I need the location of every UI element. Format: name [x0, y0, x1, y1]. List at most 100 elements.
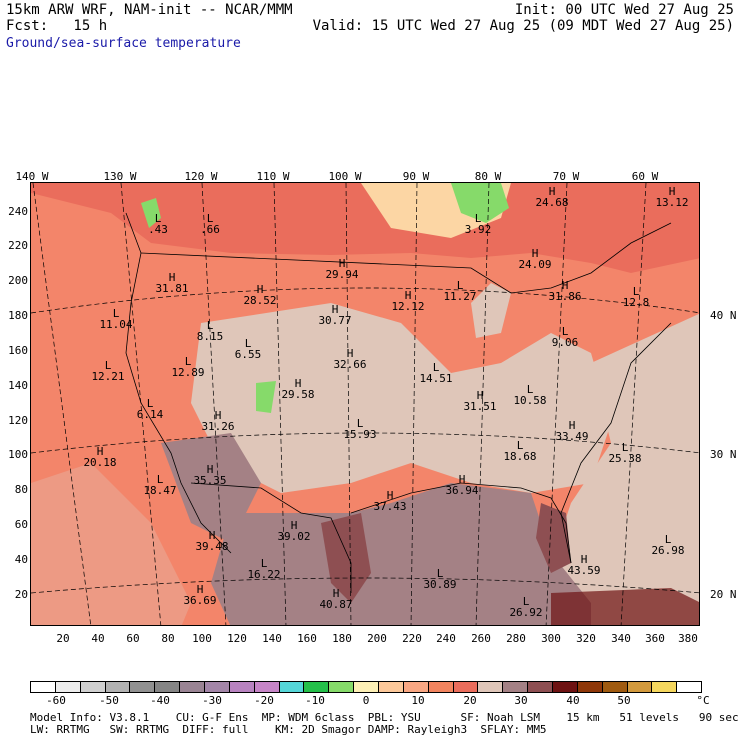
- colorbar-swatch: [254, 682, 280, 692]
- colorbar-swatch: [229, 682, 255, 692]
- map-extremum-label: L 12.21: [91, 359, 125, 383]
- field-name: Ground/sea-surface temperature: [6, 36, 241, 51]
- map-extremum-label: L 12.89: [171, 355, 205, 379]
- y-tick-label: 60: [14, 518, 28, 531]
- x-tick-label: 100: [192, 632, 212, 645]
- x-tick-label: 80: [161, 632, 175, 645]
- map-extremum-label: H 32.66: [333, 347, 367, 371]
- map-extremum-label: L 6.14: [136, 397, 164, 421]
- map-extremum-label: H 24.68: [535, 185, 569, 209]
- valid-time: Valid: 15 UTC Wed 27 Aug 25 (09 MDT Wed …: [312, 18, 734, 34]
- lon-label: 100 W: [328, 170, 362, 183]
- lon-label: 120 W: [184, 170, 218, 183]
- colorbar-swatch: [304, 682, 330, 692]
- map-extremum-label: L 15.93: [343, 417, 377, 441]
- colorbar-label: 50: [617, 694, 631, 707]
- colorbar-swatch: [130, 682, 156, 692]
- x-tick-label: 160: [297, 632, 317, 645]
- map-extremum-label: L 26.92: [509, 595, 543, 619]
- x-tick-label: 40: [91, 632, 105, 645]
- x-tick-label: 20: [56, 632, 70, 645]
- map-extremum-label: H 35.35: [193, 463, 227, 487]
- colorbar-label: -20: [254, 694, 274, 707]
- map-extremum-label: H 30.77: [318, 303, 352, 327]
- colorbar-swatch: [180, 682, 206, 692]
- map-extremum-label: L .43: [148, 212, 168, 236]
- y-tick-label: 80: [14, 483, 28, 496]
- map-extremum-label: L 18.68: [503, 439, 537, 463]
- colorbar-label: -60: [46, 694, 66, 707]
- lon-label: 70 W: [552, 170, 580, 183]
- map-extremum-label: H 40.87: [319, 587, 353, 611]
- map-extremum-label: H 31.26: [201, 409, 235, 433]
- colorbar-swatch: [205, 682, 230, 692]
- lon-label: 140 W: [15, 170, 49, 183]
- colorbar-swatch: [627, 682, 653, 692]
- map-extremum-label: L 12.8: [622, 285, 650, 309]
- colorbar-label: -30: [202, 694, 222, 707]
- map-extremum-label: L 18.47: [143, 473, 177, 497]
- lat-label: 30 N: [710, 448, 737, 461]
- model-info-line2: LW: RRTMG SW: RRTMG DIFF: full KM: 2D Sm…: [30, 723, 547, 736]
- lon-label: 60 W: [631, 170, 659, 183]
- map-extremum-label: H 39.48: [195, 529, 229, 553]
- x-tick-label: 220: [402, 632, 422, 645]
- map-extremum-label: L .66: [200, 212, 220, 236]
- lon-label: 110 W: [256, 170, 290, 183]
- colorbar-swatch: [354, 682, 380, 692]
- colorbar-swatch: [403, 682, 429, 692]
- colorbar-swatch: [329, 682, 355, 692]
- temperature-map: [30, 182, 700, 626]
- lat-label: 20 N: [710, 588, 737, 601]
- y-tick-label: 140: [8, 379, 28, 392]
- colorbar-swatch: [428, 682, 454, 692]
- y-tick-label: 220: [8, 239, 28, 252]
- model-info-line1: Model Info: V3.8.1 CU: G-F Ens MP: WDM 6…: [30, 711, 739, 724]
- map-extremum-label: H 24.09: [518, 247, 552, 271]
- map-extremum-label: H 12.12: [391, 289, 425, 313]
- map-extremum-label: H 28.52: [243, 283, 277, 307]
- lon-label: 90 W: [402, 170, 430, 183]
- x-tick-label: 260: [471, 632, 491, 645]
- init-time: Init: 00 UTC Wed 27 Aug 25: [514, 2, 734, 18]
- lat-label: 40 N: [710, 309, 737, 322]
- colorbar-unit: °C: [696, 694, 710, 707]
- x-tick-label: 180: [332, 632, 352, 645]
- x-tick-label: 200: [367, 632, 387, 645]
- y-tick-label: 160: [8, 344, 28, 357]
- map-extremum-label: H 39.02: [277, 519, 311, 543]
- colorbar-swatch: [453, 682, 479, 692]
- map-extremum-label: L 11.04: [99, 307, 133, 331]
- map-extremum-label: H 31.81: [155, 271, 189, 295]
- x-tick-label: 320: [576, 632, 596, 645]
- y-tick-label: 100: [8, 448, 28, 461]
- x-tick-label: 280: [506, 632, 526, 645]
- colorbar-label: 30: [514, 694, 528, 707]
- x-tick-label: 360: [645, 632, 665, 645]
- colorbar-label: -40: [150, 694, 170, 707]
- x-tick-label: 140: [262, 632, 282, 645]
- x-tick-label: 380: [678, 632, 698, 645]
- map-extremum-label: L 26.98: [651, 533, 685, 557]
- map-extremum-label: L 14.51: [419, 361, 453, 385]
- colorbar-swatch: [31, 682, 56, 692]
- lon-label: 130 W: [103, 170, 137, 183]
- map-extremum-label: H 37.43: [373, 489, 407, 513]
- y-tick-label: 120: [8, 414, 28, 427]
- colorbar-swatch: [652, 682, 678, 692]
- y-tick-label: 180: [8, 309, 28, 322]
- colorbar-swatch: [379, 682, 404, 692]
- colorbar-label: 10: [411, 694, 425, 707]
- x-tick-label: 300: [541, 632, 561, 645]
- colorbar-swatch: [577, 682, 603, 692]
- colorbar-swatch: [528, 682, 554, 692]
- map-extremum-label: H 20.18: [83, 445, 117, 469]
- y-tick-label: 200: [8, 274, 28, 287]
- colorbar-swatch: [105, 682, 131, 692]
- map-extremum-label: L 30.89: [423, 567, 457, 591]
- colorbar-label: 0: [362, 694, 370, 707]
- colorbar-swatch: [677, 682, 702, 692]
- map-extremum-label: L 11.27: [443, 279, 477, 303]
- forecast-hour: Fcst: 15 h: [6, 18, 108, 34]
- map-extremum-label: L 8.15: [196, 319, 224, 343]
